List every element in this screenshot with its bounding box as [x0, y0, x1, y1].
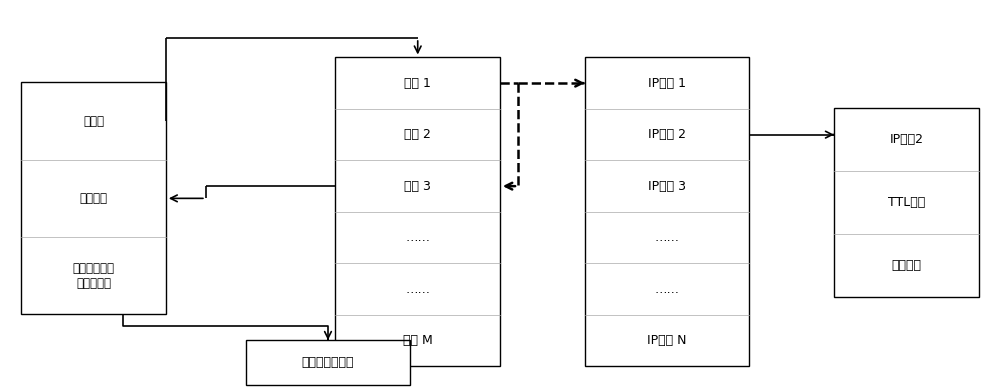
Text: 匹配条件对应
的策略动作: 匹配条件对应 的策略动作 — [73, 262, 115, 289]
Bar — [21, 82, 166, 314]
Text: 匹配条件: 匹配条件 — [80, 192, 108, 205]
Text: IP地址 3: IP地址 3 — [648, 180, 686, 193]
Text: 域名 2: 域名 2 — [404, 128, 431, 141]
Text: ……: …… — [655, 283, 680, 296]
Text: 域名 3: 域名 3 — [404, 180, 431, 193]
Bar — [246, 340, 410, 384]
Bar — [335, 58, 500, 366]
Text: IP地址 2: IP地址 2 — [648, 128, 686, 141]
Text: ……: …… — [405, 283, 430, 296]
Text: 策略名: 策略名 — [83, 115, 104, 128]
Text: 域名 M: 域名 M — [403, 334, 433, 347]
Text: IP地址 1: IP地址 1 — [648, 77, 686, 89]
Text: IP地址 N: IP地址 N — [647, 334, 687, 347]
Text: 修改报文优先级: 修改报文优先级 — [302, 356, 354, 369]
Bar — [834, 108, 979, 297]
Text: 命中时间: 命中时间 — [891, 259, 921, 272]
Text: ……: …… — [655, 231, 680, 244]
Text: IP地址2: IP地址2 — [889, 133, 923, 145]
Text: ……: …… — [405, 231, 430, 244]
Text: TTL时间: TTL时间 — [888, 196, 925, 209]
Text: 域名 1: 域名 1 — [404, 77, 431, 89]
Bar — [585, 58, 749, 366]
